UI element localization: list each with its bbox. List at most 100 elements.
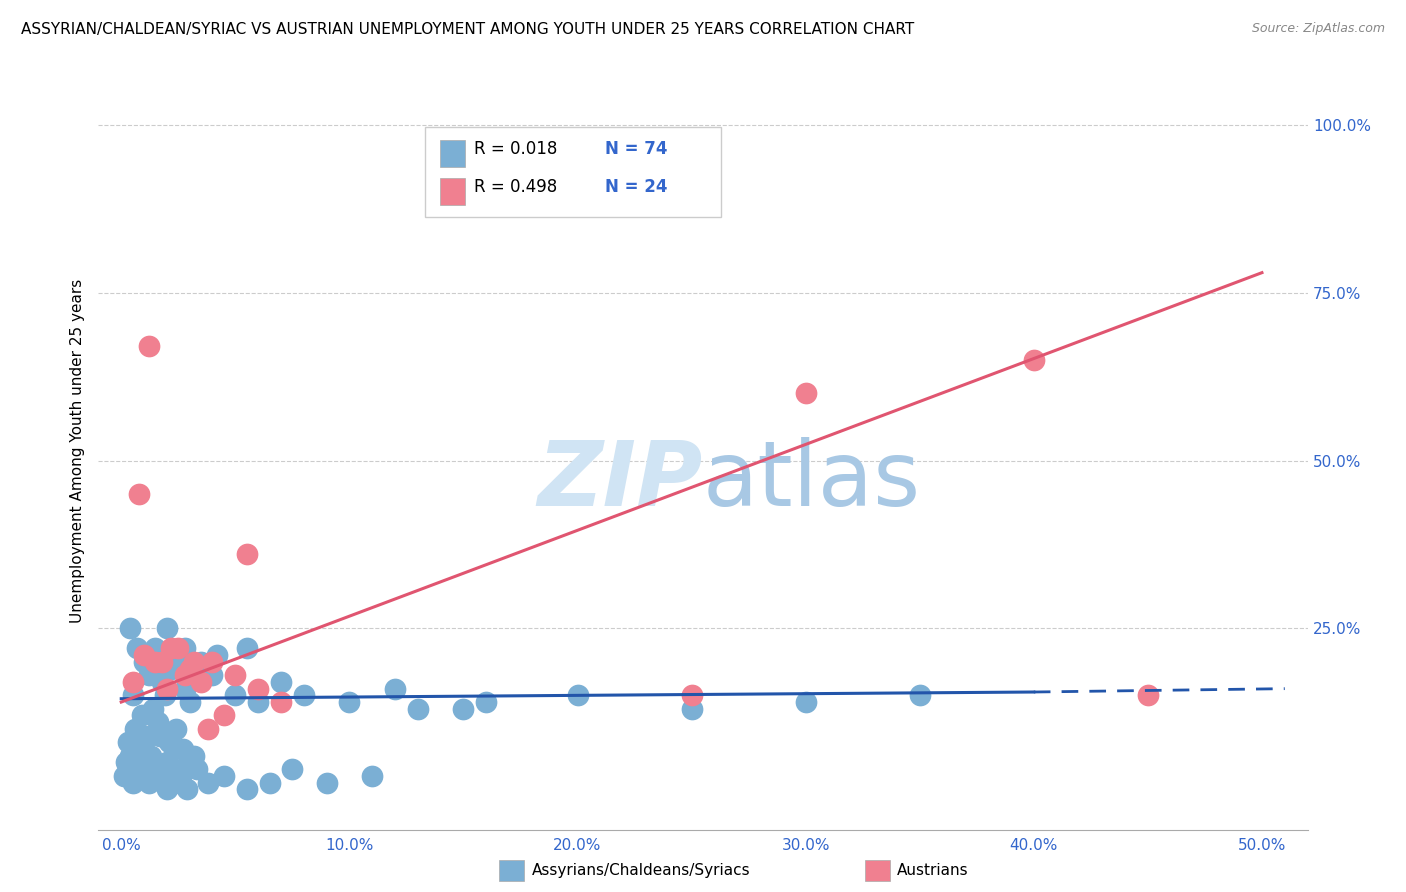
Point	[292, 689, 315, 703]
Point	[190, 655, 212, 669]
Point	[146, 715, 169, 730]
Point	[127, 762, 149, 776]
Point	[197, 722, 219, 736]
Point	[384, 681, 406, 696]
Point	[176, 782, 198, 797]
Point	[361, 769, 384, 783]
Point	[201, 655, 224, 669]
Point	[117, 735, 139, 749]
Point	[160, 661, 183, 675]
Point	[127, 641, 149, 656]
Point	[186, 762, 208, 776]
Point	[190, 675, 212, 690]
Point	[160, 655, 183, 669]
Point	[165, 722, 187, 736]
Point	[117, 762, 139, 776]
Point	[235, 548, 257, 562]
Point	[259, 775, 281, 789]
Point	[124, 722, 146, 736]
Point	[235, 641, 257, 656]
Point	[150, 675, 173, 690]
Point	[150, 655, 173, 669]
Point	[169, 769, 191, 783]
Point	[146, 668, 169, 682]
Point	[567, 689, 589, 703]
Point	[132, 769, 155, 783]
Point	[179, 695, 201, 709]
Point	[167, 648, 190, 662]
Point	[139, 748, 162, 763]
Point	[150, 769, 173, 783]
Point	[183, 655, 205, 669]
Point	[145, 762, 167, 776]
Point	[270, 695, 292, 709]
Point	[193, 668, 215, 682]
Point	[270, 675, 292, 690]
Point	[120, 621, 142, 635]
Text: R = 0.498: R = 0.498	[474, 178, 557, 195]
Point	[121, 689, 143, 703]
Text: Austrians: Austrians	[897, 863, 969, 878]
Point	[145, 655, 167, 669]
Y-axis label: Unemployment Among Youth under 25 years: Unemployment Among Youth under 25 years	[69, 278, 84, 623]
Point	[475, 695, 498, 709]
Point	[201, 668, 224, 682]
Point	[114, 756, 136, 770]
Point	[156, 681, 179, 696]
Point	[406, 702, 429, 716]
Point	[138, 775, 160, 789]
Point	[681, 689, 703, 703]
Point	[112, 769, 135, 783]
Point	[337, 695, 360, 709]
Text: Source: ZipAtlas.com: Source: ZipAtlas.com	[1251, 22, 1385, 36]
Point	[183, 748, 205, 763]
Point	[138, 668, 160, 682]
Point	[156, 756, 179, 770]
Point	[174, 668, 197, 682]
Point	[153, 689, 176, 703]
Point	[142, 702, 165, 716]
Point	[794, 695, 817, 709]
Point	[120, 748, 142, 763]
Point	[135, 655, 157, 669]
Point	[197, 775, 219, 789]
Point	[224, 668, 246, 682]
Point	[135, 729, 157, 743]
Point	[157, 735, 180, 749]
Point	[453, 702, 475, 716]
Point	[247, 695, 270, 709]
Text: N = 24: N = 24	[605, 178, 666, 195]
Point	[121, 775, 143, 789]
Point	[156, 621, 179, 635]
Point	[235, 782, 257, 797]
Point	[205, 648, 228, 662]
Point	[132, 655, 155, 669]
Point	[179, 661, 201, 675]
Point	[174, 641, 197, 656]
Point	[128, 756, 150, 770]
Point	[169, 762, 191, 776]
Point	[131, 708, 153, 723]
Text: Assyrians/Chaldeans/Syriacs: Assyrians/Chaldeans/Syriacs	[531, 863, 749, 878]
Text: ZIP: ZIP	[537, 437, 703, 524]
Point	[167, 641, 190, 656]
Point	[156, 782, 179, 797]
Point	[247, 681, 270, 696]
Point	[681, 702, 703, 716]
Point	[132, 735, 155, 749]
Point	[908, 689, 931, 703]
Point	[128, 487, 150, 501]
Text: ASSYRIAN/CHALDEAN/SYRIAC VS AUSTRIAN UNEMPLOYMENT AMONG YOUTH UNDER 25 YEARS COR: ASSYRIAN/CHALDEAN/SYRIAC VS AUSTRIAN UNE…	[21, 22, 914, 37]
Point	[281, 762, 304, 776]
Point	[121, 675, 143, 690]
Point	[132, 648, 155, 662]
Point	[160, 641, 183, 656]
Point	[174, 681, 197, 696]
Point	[1022, 352, 1045, 367]
Point	[794, 386, 817, 401]
Point	[224, 689, 246, 703]
Point	[212, 708, 235, 723]
Point	[138, 339, 160, 353]
Point	[163, 775, 186, 789]
Point	[163, 742, 186, 756]
